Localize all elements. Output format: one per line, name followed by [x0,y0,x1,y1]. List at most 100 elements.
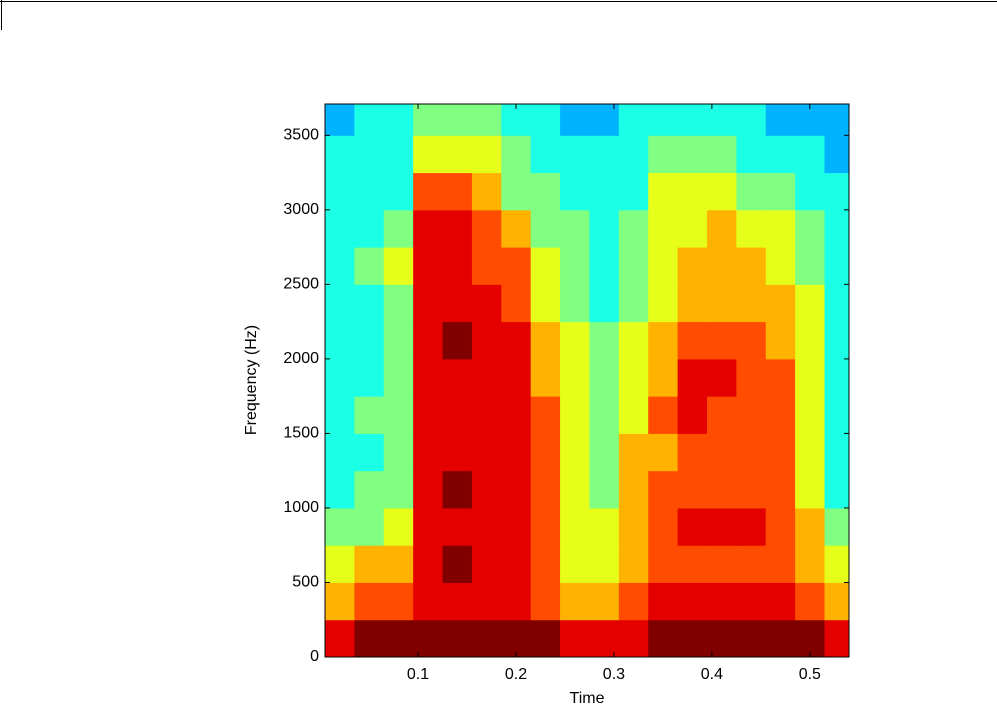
heatmap-cell [677,172,708,211]
heatmap-cell [618,321,649,360]
heatmap-cell [413,433,444,472]
heatmap-cell [589,582,620,621]
heatmap-cell [530,470,561,509]
heatmap-cell [383,209,414,248]
heatmap-cell [530,321,561,360]
heatmap-cell [677,470,708,509]
x-tick-label: 0.1 [407,666,429,683]
heatmap-cell [413,470,444,509]
heatmap-cell [354,507,385,546]
heatmap-cell [560,284,590,323]
heatmap-cell [442,247,473,285]
heatmap-cell [530,396,561,434]
heatmap-cell [706,321,737,360]
heatmap-cell [736,545,767,583]
heatmap-cell [677,321,708,360]
heatmap-cell [501,582,532,621]
heatmap-cell [824,507,849,546]
x-tick-label: 0.4 [701,666,723,683]
heatmap-cell [824,135,849,174]
heatmap-cell [706,358,737,397]
heatmap-cell [765,619,796,657]
heatmap-cell [560,358,590,397]
heatmap-cell [618,358,649,397]
heatmap-cell [736,433,767,472]
heatmap-cell [706,172,737,211]
heatmap-cell [354,358,385,397]
heatmap-cell [648,172,679,211]
heatmap-cell [413,358,444,397]
x-tick-label: 0.3 [603,666,625,683]
heatmap-cell [706,209,737,248]
heatmap-cell [677,433,708,472]
heatmap-cell [589,321,620,360]
heatmap-cell [471,247,502,285]
x-axis-label: Time [570,690,605,707]
heatmap-cell [677,135,708,174]
heatmap-cell [530,172,561,211]
heatmap-cell [471,104,502,136]
heatmap-cell [530,104,561,136]
heatmap-cell [795,396,826,434]
heatmap-cell [354,284,385,323]
heatmap-cell [795,433,826,472]
heatmap-cell [442,470,473,509]
heatmap-cell [589,209,620,248]
heatmap-cell [325,284,355,323]
heatmap-cell [471,545,502,583]
heatmap-cell [648,135,679,174]
heatmap-cell [560,470,590,509]
heatmap-cell [560,433,590,472]
heatmap-cell [354,209,385,248]
heatmap-cell [383,396,414,434]
heatmap-cell [354,247,385,285]
heatmap-cell [471,135,502,174]
heatmap-cell [618,396,649,434]
heatmap-cell [648,507,679,546]
heatmap-cell [736,358,767,397]
heatmap-cell [383,545,414,583]
heatmap-cell [413,507,444,546]
y-tick-label: 500 [292,574,319,591]
heatmap-cell [560,135,590,174]
heatmap-cell [354,433,385,472]
heatmap-cell [471,507,502,546]
x-tick-label: 0.5 [799,666,821,683]
heatmap-cell [471,582,502,621]
heatmap-cell [325,433,355,472]
heatmap-cell [736,135,767,174]
heatmap-cell [648,582,679,621]
heatmap-cell [706,433,737,472]
heatmap-cell [677,209,708,248]
heatmap-cell [325,507,355,546]
heatmap-cell [765,209,796,248]
heatmap-cell [560,507,590,546]
heatmap-cell [442,582,473,621]
heatmap-cell [442,172,473,211]
heatmap-cell [824,104,849,136]
heatmap-cell [824,358,849,397]
heatmap-cell [589,545,620,583]
heatmap-cell [325,209,355,248]
heatmap-cell [530,284,561,323]
heatmap-cell [618,284,649,323]
heatmap-cell [677,507,708,546]
heatmap-cell [706,284,737,323]
heatmap-cell [824,470,849,509]
heatmap-cell [706,135,737,174]
heatmap-cell [765,321,796,360]
heatmap-cell [442,619,473,657]
heatmap-cell [795,172,826,211]
heatmap-cell [618,545,649,583]
heatmap-cell [501,104,532,136]
heatmap-cell [560,619,590,657]
heatmap-cell [618,209,649,248]
heatmap-cell [560,582,590,621]
heatmap-cell [589,619,620,657]
heatmap-cell [648,209,679,248]
heatmap-cell [765,433,796,472]
heatmap-cell [618,433,649,472]
heatmap-cell [765,358,796,397]
heatmap-cell [471,619,502,657]
